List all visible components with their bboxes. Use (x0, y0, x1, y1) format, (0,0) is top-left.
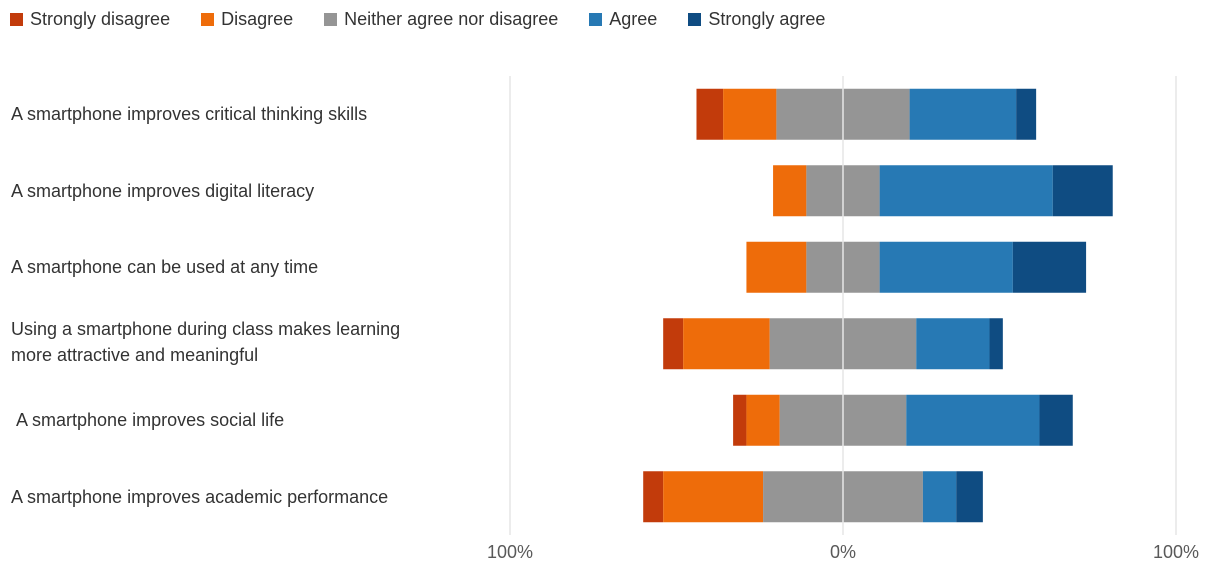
bar-segment (909, 88, 1017, 140)
legend-swatch (324, 12, 338, 26)
category-label: Using a smartphone during class makes le… (11, 318, 401, 365)
category-label: A smartphone improves academic performan… (11, 486, 389, 507)
legend-swatch (688, 12, 702, 26)
bar-segment (916, 318, 990, 370)
category-labels: A smartphone improves critical thinking … (0, 0, 480, 564)
bar-segment (746, 241, 807, 293)
bar-segment (663, 471, 764, 523)
bar-segment (922, 471, 957, 523)
category-label: A smartphone improves digital literacy (11, 180, 315, 201)
legend-label: Disagree (221, 8, 294, 29)
x-tick-label: 100% (1153, 542, 1199, 562)
bar-segment (989, 318, 1003, 370)
legend-label: Agree (609, 8, 658, 29)
bar-segment (1016, 88, 1037, 140)
x-tick-label: 0% (830, 542, 856, 562)
bar-segment (906, 394, 1040, 446)
bar-segment (683, 318, 770, 370)
legend-item: Disagree (201, 9, 293, 30)
bar-segment (746, 394, 780, 446)
legend-item: Agree (589, 9, 657, 30)
bar-segment (733, 394, 747, 446)
x-tick-label: 100% (487, 542, 533, 562)
bar-segment (773, 165, 807, 217)
legend-swatch (201, 12, 215, 26)
bar-segment (1012, 241, 1087, 293)
bar-segment (663, 318, 684, 370)
category-label: A smartphone can be used at any time (11, 257, 319, 278)
bar-segment (1039, 394, 1073, 446)
legend-label: Strongly agree (708, 8, 826, 29)
bar-segment (696, 88, 724, 140)
chart-legend: Strongly disagree Disagree Neither agree n… (10, 6, 856, 32)
legend-swatch (589, 12, 603, 26)
category-label: A smartphone improves critical thinking … (11, 104, 368, 125)
bar-segment (723, 88, 777, 140)
legend-swatch (10, 12, 23, 26)
bar-segment (643, 471, 664, 523)
legend-item: Neither agree nor disagree (324, 9, 558, 30)
bar-segment (956, 471, 983, 523)
legend-item: Strongly disagree (10, 9, 170, 30)
bar-segment (1052, 165, 1113, 217)
legend-item: Strongly agree (688, 9, 825, 30)
category-label: A smartphone improves social life (11, 410, 285, 431)
bar-segment (879, 241, 1013, 293)
bar-segment (879, 165, 1053, 217)
legend-label: Neither agree nor disagree (344, 8, 559, 29)
legend-label: Strongly disagree (30, 8, 171, 29)
